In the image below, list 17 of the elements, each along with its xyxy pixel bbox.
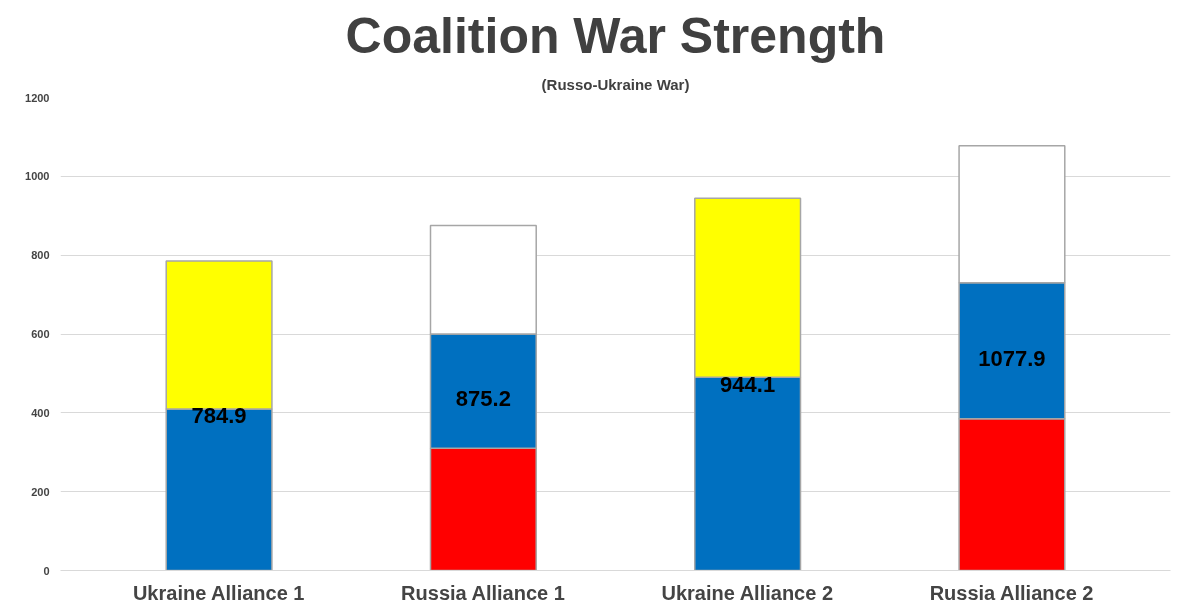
chart-title: Coalition War Strength: [345, 7, 886, 64]
y-tick-label: 200: [31, 485, 50, 498]
y-tick-label: 1000: [25, 170, 50, 183]
y-tick-label: 400: [31, 406, 50, 419]
x-tick-label: Russia Alliance 1: [401, 581, 565, 604]
total-label: 944.1: [720, 371, 776, 397]
x-tick-label: Russia Alliance 2: [929, 581, 1094, 604]
y-tick-label: 1200: [25, 91, 50, 104]
chart-subtitle: (Russo-Ukraine War): [541, 75, 690, 93]
y-tick-label: 800: [31, 249, 50, 262]
total-label: 875.2: [455, 385, 511, 411]
y-tick-label: 0: [43, 564, 50, 577]
x-tick-label: Ukraine Alliance 2: [661, 581, 834, 604]
total-label: 1077.9: [978, 345, 1046, 371]
x-tick-label: Ukraine Alliance 1: [132, 581, 305, 604]
y-tick-label: 600: [31, 328, 50, 340]
total-label: 784.9: [191, 403, 247, 429]
